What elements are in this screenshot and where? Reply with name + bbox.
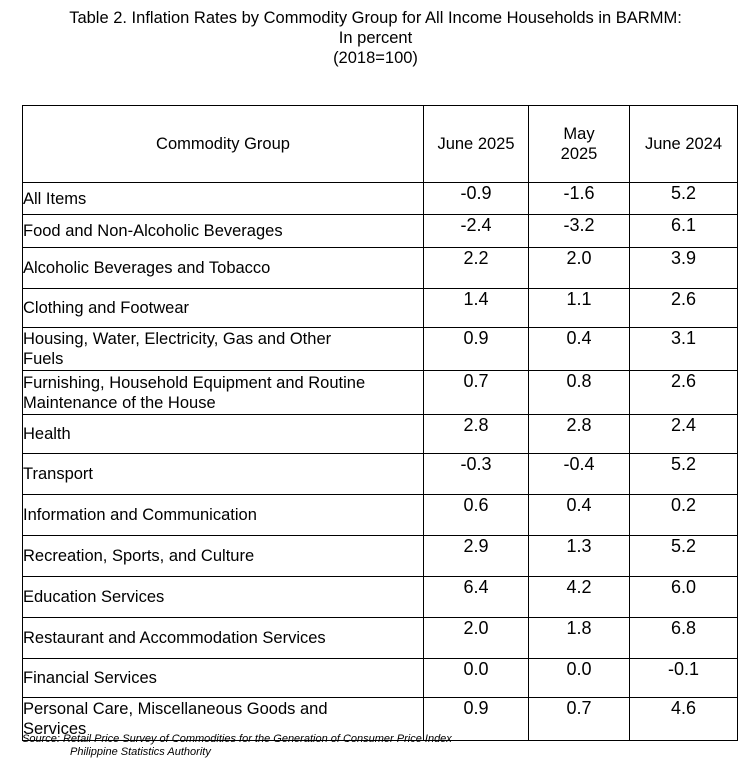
title-line-3: (2018=100) bbox=[333, 49, 418, 67]
june-2025-value: 2.2 bbox=[423, 247, 529, 289]
commodity-group-cell: Alcoholic Beverages and Tobacco bbox=[22, 247, 424, 289]
title-line-2: In percent bbox=[338, 29, 413, 47]
june-2024-value: 6.1 bbox=[629, 214, 738, 248]
commodity-group-cell: Housing, Water, Electricity, Gas and Oth… bbox=[22, 327, 424, 371]
june-2025-value: 6.4 bbox=[423, 576, 529, 618]
may-2025-value: -0.4 bbox=[528, 453, 630, 495]
may-2025-value: 0.4 bbox=[528, 494, 630, 536]
commodity-group-cell: Personal Care, Miscellaneous Goods and Se… bbox=[22, 697, 424, 741]
june-2024-value: 5.2 bbox=[629, 535, 738, 577]
commodity-group-line-1: Furnishing, Household Equipment and Rout… bbox=[23, 373, 366, 392]
table-row: Alcoholic Beverages and Tobacco 2.2 2.0 … bbox=[22, 247, 738, 289]
june-2024-value: -0.1 bbox=[629, 658, 738, 698]
june-2024-value: 3.1 bbox=[629, 327, 738, 371]
may-2025-value: 0.4 bbox=[528, 327, 630, 371]
commodity-group-cell: All Items bbox=[22, 182, 424, 215]
table-row: All Items -0.9 -1.6 5.2 bbox=[22, 182, 738, 215]
june-2025-value: 2.9 bbox=[423, 535, 529, 577]
table-row: Information and Communication 0.6 0.4 0.… bbox=[22, 494, 738, 536]
may-2025-value: 2.0 bbox=[528, 247, 630, 289]
commodity-group-cell: Furnishing, Household Equipment and Rout… bbox=[22, 370, 424, 415]
header-may-2025-line-1: May bbox=[563, 125, 595, 143]
commodity-group-line-1: Housing, Water, Electricity, Gas and Oth… bbox=[23, 330, 332, 348]
may-2025-value: 0.8 bbox=[528, 370, 630, 415]
source-line-2: Philippine Statistics Authority bbox=[70, 746, 211, 758]
june-2024-value: 2.6 bbox=[629, 288, 738, 328]
june-2025-value: 1.4 bbox=[423, 288, 529, 328]
june-2025-value: 2.8 bbox=[423, 414, 529, 454]
june-2024-value: 6.0 bbox=[629, 576, 738, 618]
table-row: Education Services 6.4 4.2 6.0 bbox=[22, 576, 738, 618]
may-2025-value: 1.3 bbox=[528, 535, 630, 577]
header-may-2025: May 2025 bbox=[528, 105, 630, 183]
commodity-group-line-2: Services bbox=[23, 720, 87, 738]
table-row: Clothing and Footwear 1.4 1.1 2.6 bbox=[22, 288, 738, 328]
june-2025-value: 0.9 bbox=[423, 327, 529, 371]
table-row: Health 2.8 2.8 2.4 bbox=[22, 414, 738, 454]
header-commodity-group: Commodity Group bbox=[22, 105, 424, 183]
june-2025-value: 0.6 bbox=[423, 494, 529, 536]
june-2025-value: 0.7 bbox=[423, 370, 529, 415]
commodity-group-cell: Health bbox=[22, 414, 424, 454]
june-2024-value: 4.6 bbox=[629, 697, 738, 741]
inflation-table: Commodity Group June 2025 May 2025 June 2… bbox=[22, 105, 738, 741]
may-2025-value: -1.6 bbox=[528, 182, 630, 215]
june-2025-value: 2.0 bbox=[423, 617, 529, 659]
table-row: Transport -0.3 -0.4 5.2 bbox=[22, 453, 738, 495]
may-2025-value: 1.8 bbox=[528, 617, 630, 659]
table-header-row: Commodity Group June 2025 May 2025 June 2… bbox=[22, 105, 738, 183]
commodity-group-line-1: Personal Care, Miscellaneous Goods and bbox=[23, 700, 328, 718]
source-line-1: Source: Retail Price Survey of Commoditi… bbox=[22, 733, 452, 745]
june-2024-value: 3.9 bbox=[629, 247, 738, 289]
may-2025-value: 4.2 bbox=[528, 576, 630, 618]
table-title: Table 2. Inflation Rates by Commodity Gr… bbox=[0, 8, 751, 68]
commodity-group-cell: Recreation, Sports, and Culture bbox=[22, 535, 424, 577]
june-2024-value: 0.2 bbox=[629, 494, 738, 536]
header-june-2024: June 2024 bbox=[629, 105, 738, 183]
june-2025-value: -2.4 bbox=[423, 214, 529, 248]
may-2025-value: -3.2 bbox=[528, 214, 630, 248]
commodity-group-cell: Restaurant and Accommodation Services bbox=[22, 617, 424, 659]
commodity-group-cell: Clothing and Footwear bbox=[22, 288, 424, 328]
table-row: Recreation, Sports, and Culture 2.9 1.3 … bbox=[22, 535, 738, 577]
may-2025-value: 0.0 bbox=[528, 658, 630, 698]
commodity-group-cell: Transport bbox=[22, 453, 424, 495]
table-row: Housing, Water, Electricity, Gas and Oth… bbox=[22, 327, 738, 371]
commodity-group-cell: Food and Non-Alcoholic Beverages bbox=[22, 214, 424, 248]
june-2024-value: 5.2 bbox=[629, 182, 738, 215]
june-2024-value: 6.8 bbox=[629, 617, 738, 659]
may-2025-value: 2.8 bbox=[528, 414, 630, 454]
header-may-2025-line-2: 2025 bbox=[560, 145, 598, 163]
june-2025-value: 0.9 bbox=[423, 697, 529, 741]
table-row: Restaurant and Accommodation Services 2.… bbox=[22, 617, 738, 659]
commodity-group-line-2: Maintenance of the House bbox=[23, 393, 216, 412]
june-2025-value: 0.0 bbox=[423, 658, 529, 698]
table-row: Financial Services 0.0 0.0 -0.1 bbox=[22, 658, 738, 698]
table-row: Food and Non-Alcoholic Beverages -2.4 -3… bbox=[22, 214, 738, 248]
commodity-group-cell: Financial Services bbox=[22, 658, 424, 698]
june-2025-value: -0.9 bbox=[423, 182, 529, 215]
source-note: Source: Retail Price Survey of Commoditi… bbox=[22, 733, 452, 759]
june-2024-value: 2.6 bbox=[629, 370, 738, 415]
table-row: Furnishing, Household Equipment and Rout… bbox=[22, 370, 738, 415]
commodity-group-cell: Information and Communication bbox=[22, 494, 424, 536]
june-2025-value: -0.3 bbox=[423, 453, 529, 495]
table-row: Personal Care, Miscellaneous Goods and Se… bbox=[22, 697, 738, 741]
header-june-2025: June 2025 bbox=[423, 105, 529, 183]
june-2024-value: 2.4 bbox=[629, 414, 738, 454]
may-2025-value: 1.1 bbox=[528, 288, 630, 328]
title-line-1: Table 2. Inflation Rates by Commodity Gr… bbox=[69, 9, 682, 27]
commodity-group-cell: Education Services bbox=[22, 576, 424, 618]
june-2024-value: 5.2 bbox=[629, 453, 738, 495]
commodity-group-line-2: Fuels bbox=[23, 350, 64, 368]
may-2025-value: 0.7 bbox=[528, 697, 630, 741]
